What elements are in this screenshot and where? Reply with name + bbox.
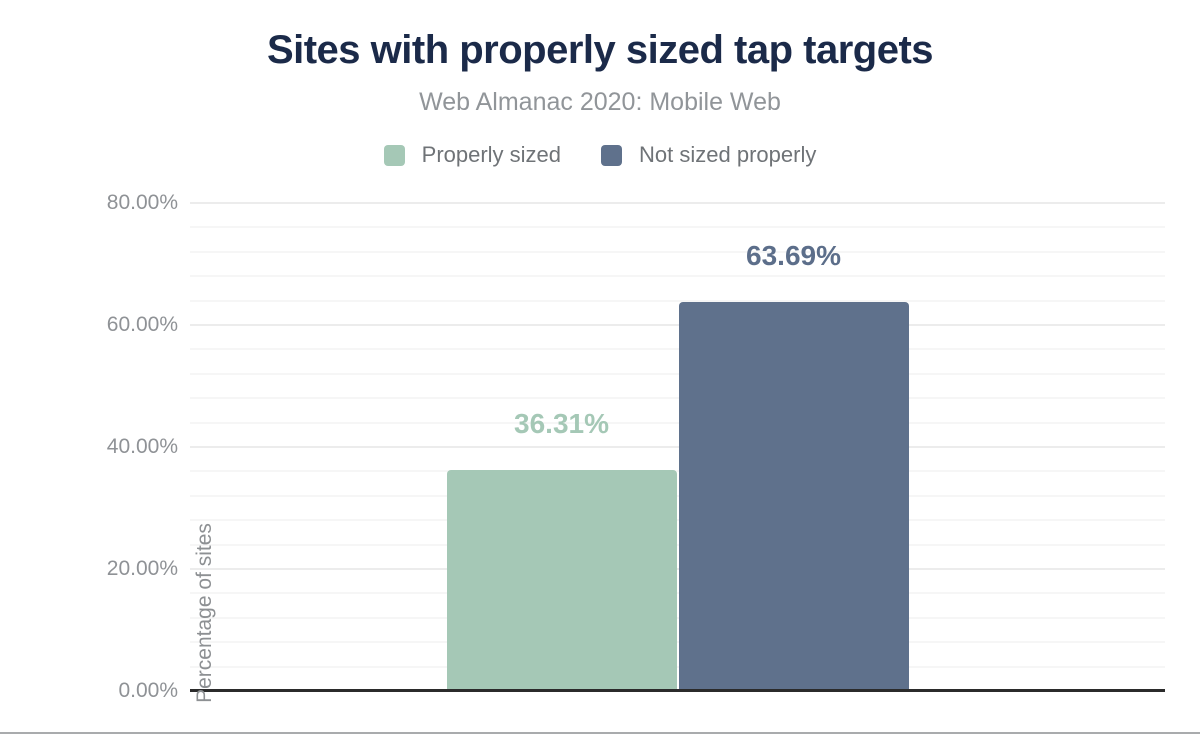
minor-gridline <box>190 470 1165 473</box>
x-axis-line <box>190 689 1165 692</box>
minor-gridline <box>190 299 1165 302</box>
minor-gridline <box>190 592 1165 595</box>
minor-gridline <box>190 275 1165 278</box>
minor-gridline <box>190 421 1165 424</box>
y-tick-label: 60.00% <box>106 313 178 336</box>
y-axis-title: Percentage of sites <box>193 523 216 703</box>
y-tick-label: 0.00% <box>118 679 178 702</box>
legend-swatch-icon <box>601 144 623 166</box>
major-gridline <box>190 446 1165 448</box>
legend: Properly sized Not sized properly <box>0 142 1200 168</box>
minor-gridline <box>190 348 1165 351</box>
legend-item-properly-sized: Properly sized <box>383 142 562 168</box>
bar-value-label: 36.31% <box>514 408 609 439</box>
minor-gridline <box>190 543 1165 546</box>
minor-gridline <box>190 519 1165 522</box>
y-tick-label: 40.00% <box>106 435 178 458</box>
minor-gridline <box>190 226 1165 229</box>
bar-properly-sized[interactable] <box>446 470 677 691</box>
major-gridline <box>190 568 1165 570</box>
minor-gridline <box>190 494 1165 497</box>
y-tick-label: 80.00% <box>106 191 178 214</box>
minor-gridline <box>190 250 1165 253</box>
major-gridline <box>190 202 1165 204</box>
y-tick-label: 20.00% <box>106 557 178 580</box>
minor-gridline <box>190 372 1165 375</box>
bar-not-sized-properly[interactable] <box>678 302 909 691</box>
legend-swatch-icon <box>383 144 405 166</box>
chart-subtitle: Web Almanac 2020: Mobile Web <box>419 88 781 116</box>
plot-area: 36.31% 63.69% Percentage of sites <box>190 202 1165 703</box>
bar-value-label: 63.69% <box>746 240 841 271</box>
minor-gridline <box>190 665 1165 668</box>
footer-divider <box>0 732 1200 734</box>
minor-gridline <box>190 616 1165 619</box>
legend-item-not-sized-properly: Not sized properly <box>601 142 816 168</box>
legend-label: Not sized properly <box>639 142 817 167</box>
minor-gridline <box>190 641 1165 644</box>
legend-label: Properly sized <box>421 142 562 167</box>
major-gridline <box>190 324 1165 326</box>
minor-gridline <box>190 397 1165 400</box>
chart-title: Sites with properly sized tap targets <box>266 28 934 72</box>
